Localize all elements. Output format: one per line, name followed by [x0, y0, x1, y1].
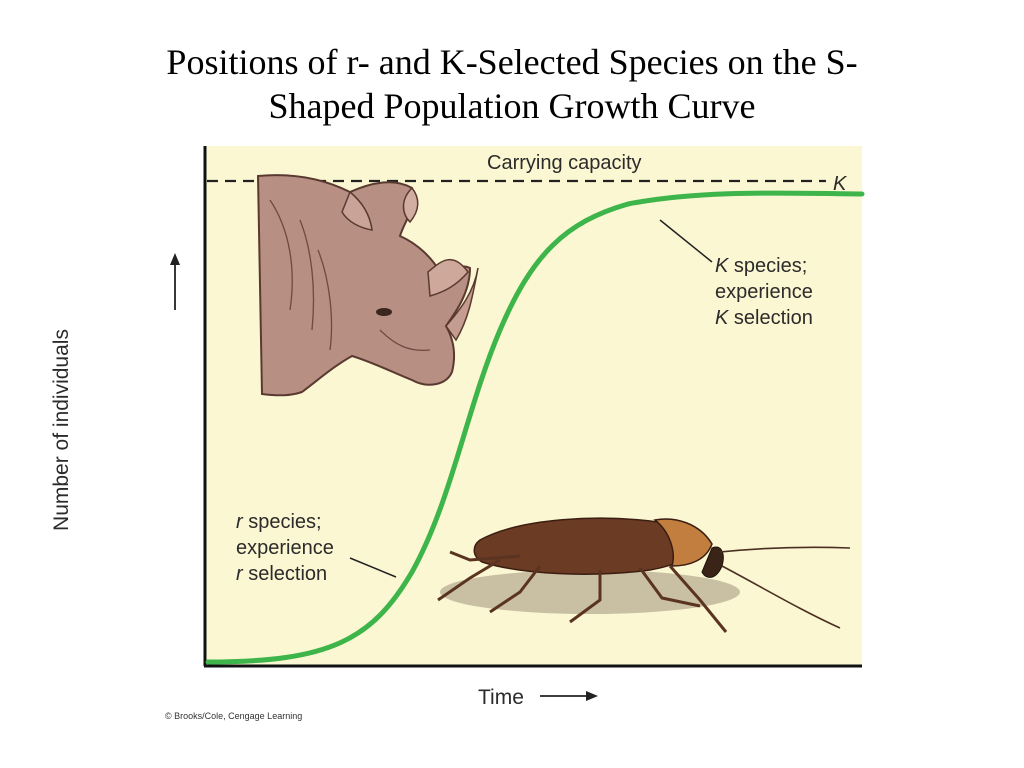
r-species-annotation: r species; experience r selection [236, 511, 339, 585]
cockroach-illustration [437, 517, 851, 633]
title-line-1: Positions of r- and K-Selected Species o… [166, 42, 858, 82]
k-species-pointer [659, 219, 713, 263]
r-annotation-line-1-italic: r [236, 511, 244, 533]
k-annotation-line-1-rest: species; [728, 255, 807, 277]
r-annotation-line-3-rest: selection [243, 563, 328, 585]
r-annotation-line-3-italic: r [236, 563, 244, 585]
rhinoceros-illustration [256, 174, 479, 397]
k-annotation-line-2: experience [715, 281, 813, 303]
x-axis-arrow-icon [540, 691, 598, 701]
title-line-2: Shaped Population Growth Curve [268, 86, 756, 126]
k-annotation-line-1-italic: K [715, 255, 730, 277]
k-annotation-line-3-italic: K [715, 307, 730, 329]
x-axis-label: Time [478, 686, 524, 709]
k-annotation-line-3-rest: selection [728, 307, 813, 329]
slide-title: Positions of r- and K-Selected Species o… [40, 40, 984, 128]
k-marker: K [833, 173, 848, 195]
r-annotation-line-2: experience [236, 537, 334, 559]
y-axis-arrow-icon [170, 253, 180, 310]
k-species-annotation: K species; experience K selection [715, 255, 818, 329]
carrying-capacity-label: Carrying capacity [487, 152, 642, 174]
y-axis-label: Number of individuals [50, 329, 73, 531]
copyright-credit: © Brooks/Cole, Cengage Learning [165, 711, 303, 721]
s-curve [205, 190, 865, 665]
r-annotation-line-1-rest: species; [243, 511, 322, 533]
r-species-pointer [349, 557, 397, 578]
